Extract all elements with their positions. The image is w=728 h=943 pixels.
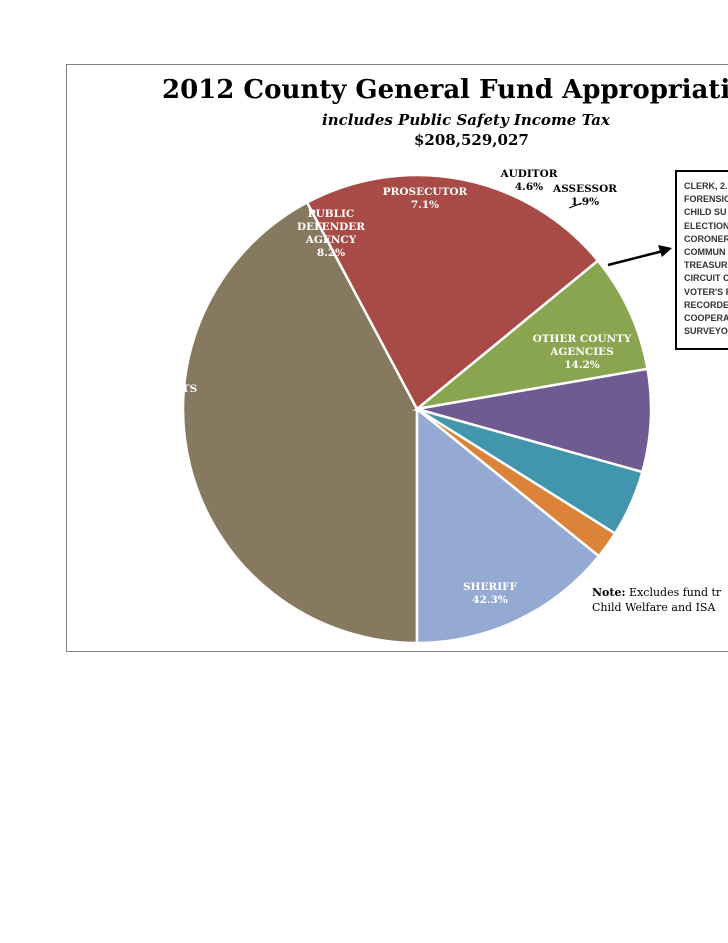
note-line1: Excludes fund tr xyxy=(629,586,722,599)
chart-subtitle: includes Public Safety Income Tax xyxy=(322,111,610,129)
slice-label-public-defender-agency: PUBLIC DEFENDER AGENCY 8.2% xyxy=(297,208,365,259)
breakdown-item: TREASUR xyxy=(684,260,728,271)
breakdown-item: FORENSIC xyxy=(684,194,728,205)
chart-total: $208,529,027 xyxy=(414,131,529,149)
slice-label-sheriff: SHERIFF 42.3% xyxy=(463,581,518,606)
breakdown-item: RECORDE xyxy=(684,299,728,310)
breakdown-item: SURVEYO xyxy=(684,326,728,337)
other-agencies-arrow-line xyxy=(607,249,664,267)
pie-slice-superior-courts xyxy=(305,173,600,411)
slice-label-assessor: ASSESSOR 1.9% xyxy=(552,183,617,208)
breakdown-item: CORONER xyxy=(684,233,728,244)
breakdown-item: CLERK, 2. xyxy=(684,181,728,191)
chart-frame: 2012 County General Fund Appropriati inc… xyxy=(66,64,728,652)
pie-slice-other-county-agencies xyxy=(415,406,601,645)
breakdown-item: CHILD SU xyxy=(684,207,727,218)
slice-label-superior-courts: SUPERIOR COURTS 21.9% xyxy=(79,383,197,408)
other-agencies-breakdown-box: CLERK, 2. FORENSIC CHILD SU ELECTION COR… xyxy=(675,170,728,350)
slice-label-other-county-agencies: OTHER COUNTY AGENCIES 14.2% xyxy=(533,333,632,371)
breakdown-item: COMMUN xyxy=(684,247,726,258)
chart-note: Note: Excludes fund tr Child Welfare and… xyxy=(592,585,728,615)
breakdown-item: VOTER'S R xyxy=(684,286,728,297)
pie-chart: SHERIFF 42.3% SUPERIOR COURTS 21.9% PUBLIC DE… xyxy=(79,168,672,645)
pie-slice-sheriff xyxy=(181,200,419,645)
note-label: Note: xyxy=(592,586,626,599)
breakdown-item: COOPERA xyxy=(684,313,728,324)
pie-slice-public-defender-agency xyxy=(412,258,649,412)
breakdown-item: CIRCUIT C xyxy=(684,273,728,284)
pie-slice-prosecutor xyxy=(416,367,653,474)
other-agencies-arrow-head xyxy=(658,245,672,257)
slice-label-auditor: AUDITOR 4.6% xyxy=(499,168,557,193)
note-line2: Child Welfare and ISA xyxy=(592,601,716,614)
chart-title: 2012 County General Fund Appropriati xyxy=(162,75,728,105)
assessor-leader-line xyxy=(568,202,583,209)
breakdown-item: ELECTION xyxy=(684,220,728,231)
slice-label-prosecutor: PROSECUTOR 7.1% xyxy=(383,186,468,211)
